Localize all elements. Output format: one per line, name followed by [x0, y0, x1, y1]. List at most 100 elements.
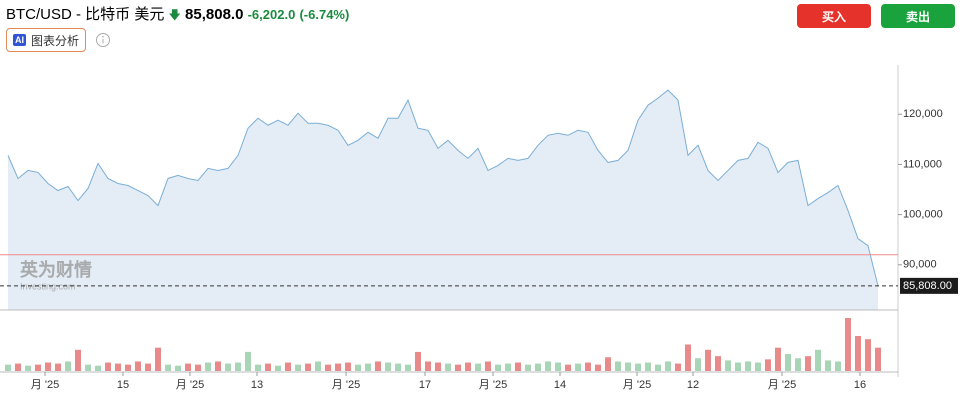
volume-bar — [95, 365, 101, 371]
volume-bar — [155, 347, 161, 371]
info-icon[interactable] — [95, 32, 111, 48]
volume-bar — [845, 318, 851, 371]
volume-bar — [225, 363, 231, 371]
x-tick-label: 月 '25 — [479, 379, 507, 391]
volume-bar — [135, 361, 141, 371]
volume-bar — [555, 362, 561, 371]
price-tag-box — [900, 277, 958, 294]
volume-bar — [215, 361, 221, 371]
volume-bar — [755, 362, 761, 371]
volume-bar — [385, 362, 391, 371]
volume-bar — [575, 363, 581, 371]
volume-bar — [775, 347, 781, 371]
change: -6,202.0 — [247, 7, 296, 22]
volume-bar — [395, 363, 401, 371]
volume-bar — [615, 361, 621, 371]
volume-bar — [345, 362, 351, 371]
volume-bar — [525, 364, 531, 371]
volume-bar — [85, 364, 91, 371]
volume-bar — [475, 363, 481, 371]
volume-bar — [465, 362, 471, 371]
volume-bar — [295, 364, 301, 371]
volume-bar — [745, 361, 751, 371]
ai-label: 图表分析 — [31, 33, 80, 48]
volume-bar — [635, 363, 641, 371]
volume-bar — [335, 363, 341, 371]
volume-bar — [125, 364, 131, 371]
volume-bar — [765, 359, 771, 371]
volume-bar — [375, 361, 381, 371]
volume-bar — [675, 363, 681, 371]
price-line — [7, 89, 879, 286]
volume-bar — [275, 365, 281, 371]
volume-bar — [325, 364, 331, 371]
volume-bar — [365, 363, 371, 371]
volume-bar — [315, 361, 321, 371]
info-circle — [96, 33, 110, 47]
volume-bar — [705, 349, 711, 371]
x-tick-label: 15 — [117, 379, 129, 391]
watermark-brand: 英为财情 — [19, 259, 92, 280]
volume-bar — [605, 357, 611, 371]
x-tick-label: 月 '25 — [176, 379, 204, 391]
volume-bar — [165, 364, 171, 371]
x-tick-label: 月 '25 — [31, 379, 59, 391]
volume-bar — [515, 362, 521, 371]
ai-badge: AI — [13, 34, 26, 46]
volume-bar — [595, 364, 601, 371]
volume-bar — [725, 360, 731, 371]
info-dot — [102, 36, 104, 38]
volume-bar — [45, 362, 51, 371]
volume-bar — [835, 361, 841, 371]
volume-bar — [15, 363, 21, 371]
volume-bar — [815, 349, 821, 371]
ai-chart-analysis[interactable]: AI 图表分析 — [6, 28, 87, 52]
volume-bar — [265, 363, 271, 371]
volume-bar — [585, 362, 591, 371]
buy-button[interactable]: 买入 — [797, 4, 871, 28]
volume-bar — [355, 364, 361, 371]
x-tick-label: 月 '25 — [623, 379, 651, 391]
volume-bar — [55, 363, 61, 371]
volume-bar — [75, 349, 81, 371]
volume-bar — [25, 365, 31, 371]
sell-button[interactable]: 卖出 — [881, 4, 955, 28]
volume-bar — [795, 358, 801, 371]
volume-bar — [625, 362, 631, 371]
volume-bar — [115, 363, 121, 371]
y-tick-label: 100,000 — [903, 209, 943, 221]
volume-bar — [445, 363, 451, 371]
volume-bar — [425, 361, 431, 371]
pair: BTC/USD - 比特币 美元 — [6, 6, 165, 23]
price-area — [8, 90, 878, 310]
volume-bar — [105, 362, 111, 371]
volume-bar — [405, 364, 411, 371]
volume-bar — [875, 347, 881, 371]
volume-bar — [665, 361, 671, 371]
volume-bar — [545, 361, 551, 371]
x-tick-label: 16 — [854, 379, 866, 391]
down-arrow: 🡇 — [168, 8, 181, 22]
volume-bar — [185, 363, 191, 371]
x-tick-label: 13 — [251, 379, 263, 391]
volume-bar — [485, 361, 491, 371]
volume-bar — [805, 356, 811, 371]
x-tick-label: 月 '25 — [332, 379, 360, 391]
volume-bar — [255, 364, 261, 371]
volume-bar — [175, 365, 181, 371]
volume-bar — [735, 362, 741, 371]
volume-bar — [5, 364, 11, 371]
x-tick-label: 12 — [687, 379, 699, 391]
volume-bar — [645, 362, 651, 371]
y-tick-label: 110,000 — [903, 158, 942, 170]
y-tick-label: 120,000 — [903, 108, 943, 120]
volume-bar — [195, 364, 201, 371]
volume-bar — [565, 364, 571, 371]
volume-bar — [495, 364, 501, 371]
watermark-site: Investing.com — [20, 281, 76, 291]
volume-bar — [715, 356, 721, 371]
volume-bar — [825, 360, 831, 371]
volume-bar — [695, 358, 701, 371]
volume-bar — [455, 364, 461, 371]
